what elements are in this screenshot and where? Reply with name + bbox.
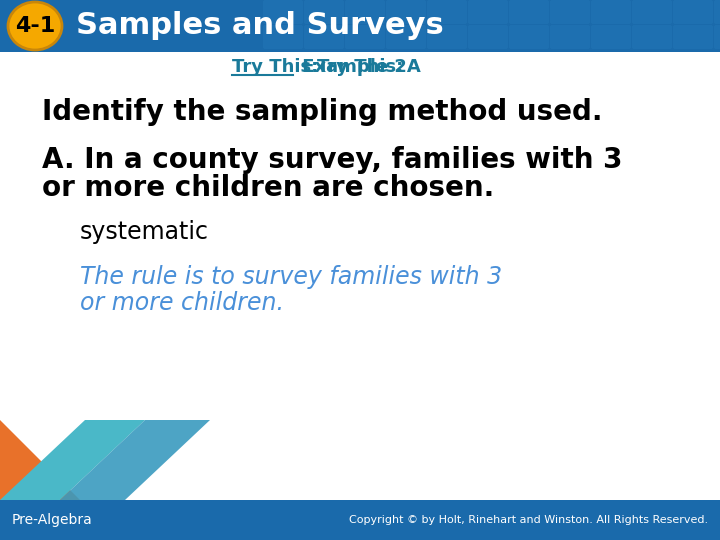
Polygon shape (60, 420, 210, 500)
FancyBboxPatch shape (427, 0, 467, 24)
Text: systematic: systematic (80, 220, 209, 244)
FancyBboxPatch shape (673, 25, 713, 49)
Text: Try This:: Try This: (232, 58, 318, 76)
FancyBboxPatch shape (427, 25, 467, 49)
FancyBboxPatch shape (632, 0, 672, 24)
FancyBboxPatch shape (714, 0, 720, 24)
FancyBboxPatch shape (345, 0, 385, 24)
FancyBboxPatch shape (468, 25, 508, 49)
Text: Copyright © by Holt, Rinehart and Winston. All Rights Reserved.: Copyright © by Holt, Rinehart and Winsto… (349, 515, 708, 525)
Text: Example 2A: Example 2A (296, 58, 420, 76)
Text: Identify the sampling method used.: Identify the sampling method used. (42, 98, 603, 126)
Text: or more children.: or more children. (80, 291, 284, 315)
FancyBboxPatch shape (386, 25, 426, 49)
FancyBboxPatch shape (591, 25, 631, 49)
Ellipse shape (8, 2, 62, 50)
Text: Samples and Surveys: Samples and Surveys (76, 11, 444, 40)
Text: The rule is to survey families with 3: The rule is to survey families with 3 (80, 265, 502, 289)
Text: Try This:: Try This: (317, 58, 403, 76)
FancyBboxPatch shape (304, 0, 344, 24)
FancyBboxPatch shape (550, 25, 590, 49)
Bar (0, 0, 720, 52)
Polygon shape (0, 420, 80, 500)
Bar (0, 52, 720, 500)
FancyBboxPatch shape (591, 0, 631, 24)
FancyBboxPatch shape (632, 25, 672, 49)
FancyBboxPatch shape (714, 25, 720, 49)
FancyBboxPatch shape (263, 0, 303, 24)
Text: or more children are chosen.: or more children are chosen. (42, 174, 494, 202)
Bar (0, 500, 720, 540)
FancyBboxPatch shape (345, 25, 385, 49)
FancyBboxPatch shape (673, 0, 713, 24)
FancyBboxPatch shape (509, 0, 549, 24)
FancyBboxPatch shape (550, 0, 590, 24)
FancyBboxPatch shape (263, 25, 303, 49)
Text: Pre-Algebra: Pre-Algebra (12, 513, 93, 527)
FancyBboxPatch shape (304, 25, 344, 49)
FancyBboxPatch shape (386, 0, 426, 24)
Polygon shape (0, 420, 145, 500)
FancyBboxPatch shape (509, 25, 549, 49)
Text: 4-1: 4-1 (15, 16, 55, 36)
Text: A. In a county survey, families with 3: A. In a county survey, families with 3 (42, 146, 623, 174)
FancyBboxPatch shape (468, 0, 508, 24)
